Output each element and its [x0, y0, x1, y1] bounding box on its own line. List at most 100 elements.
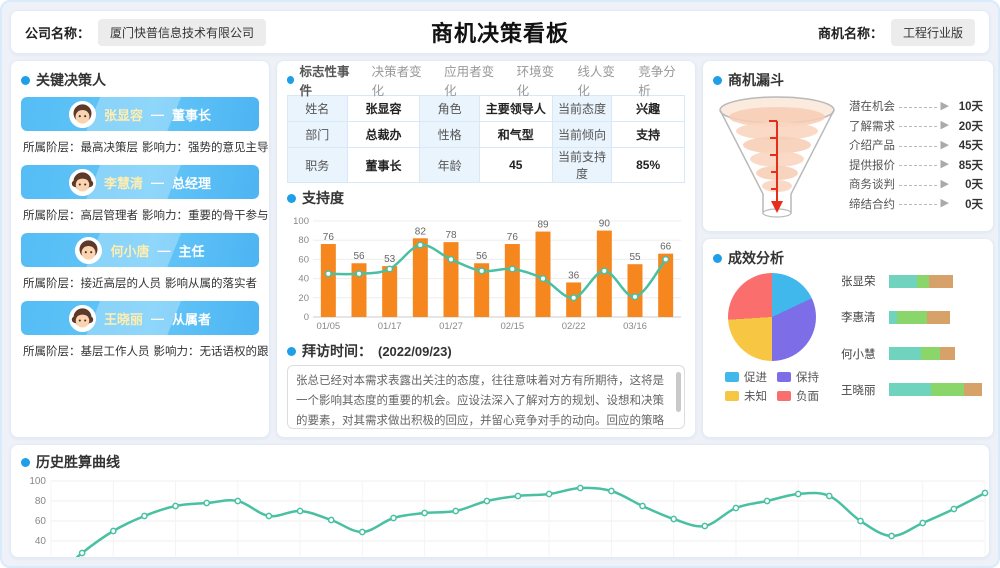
person-role: 董事长: [172, 107, 212, 123]
person-name: 张显容: [103, 107, 143, 123]
bullet-icon: [713, 253, 722, 263]
page-title: 商机决策看板: [430, 21, 569, 46]
bar-segment: [939, 347, 955, 361]
effect-content: 促进 保持 未知 负面 张显荣 李惠清 何小慧 王晓丽: [713, 271, 983, 404]
stage-days: 85天: [958, 159, 983, 172]
table-value-cell: 总裁办: [346, 121, 421, 148]
person-influence: 影响从属的落实者: [165, 278, 257, 290]
table-label-cell: 部门: [287, 121, 348, 148]
bar-segment: [917, 274, 930, 288]
tab-label: 环境变化: [516, 65, 555, 98]
person-role: 总经理: [172, 175, 212, 191]
legend-swatch: [725, 372, 739, 382]
legend-label: 未知: [744, 391, 767, 403]
person-name: 何小唐: [110, 243, 150, 259]
table-value-cell: 和气型: [478, 121, 553, 148]
legend-swatch: [777, 372, 791, 382]
person-card: 李慧清 — 总经理 所属阶层：高层管理者 影响力：重要的骨干参与者: [21, 165, 269, 227]
person-effect-bar[interactable]: [889, 310, 983, 324]
arrow-right-icon: ▶: [940, 99, 949, 112]
legend-item[interactable]: 促进: [725, 369, 767, 385]
bar-segment: [929, 274, 953, 288]
tab-2[interactable]: 决策者变化: [372, 61, 430, 99]
key-decision-makers-panel: 关键决策人 张显容 — 董事长 所属阶层：最高决策层 影响力：强势的意见主导者 李慧清 — 总…: [10, 60, 270, 438]
svg-text:01/17: 01/17: [378, 321, 402, 332]
svg-text:80: 80: [35, 496, 47, 507]
legend-item[interactable]: 负面: [777, 388, 819, 404]
table-label-cell: 角色: [419, 95, 480, 122]
svg-text:66: 66: [660, 242, 672, 253]
stage-days: 20天: [958, 120, 983, 133]
bar-segment: [926, 310, 951, 324]
bar-segment: [964, 383, 983, 397]
funnel-stage-row: 了解需求 ▶ 20天: [849, 117, 983, 135]
person-banner[interactable]: 张显容 — 董事长: [21, 97, 259, 131]
table-value-cell: 85%: [611, 147, 685, 183]
person-avatar-icon: [68, 168, 96, 196]
pie-legend: 促进 保持 未知 负面: [725, 369, 819, 404]
tab-1[interactable]: 标志性事件: [287, 61, 358, 99]
person-influence: 影响力：强势的意见主导者: [142, 142, 270, 154]
bullet-icon: [21, 75, 30, 85]
effect-title: 成效分析: [713, 247, 983, 269]
person-role: 从属者: [172, 311, 212, 327]
stage-label: 缔结合约: [849, 198, 895, 211]
arrow-right-icon: ▶: [940, 138, 949, 151]
person-tier: 所属阶层：最高决策层: [23, 142, 138, 154]
table-label-cell: 姓名: [287, 95, 348, 122]
tab-3[interactable]: 应用者变化: [444, 61, 502, 99]
legend-item[interactable]: 保持: [777, 369, 819, 385]
table-value-cell: 主要领导人: [478, 95, 553, 122]
svg-text:40: 40: [35, 536, 47, 547]
tab-label: 应用者变化: [444, 65, 495, 98]
arrow-right-icon: ▶: [940, 197, 949, 210]
person-banner[interactable]: 李慧清 — 总经理: [21, 165, 259, 199]
stage-dashed-line: [899, 126, 937, 128]
bar-segment: [896, 310, 927, 324]
scrollbar-thumb[interactable]: [676, 372, 681, 412]
tab-5[interactable]: 线人变化: [577, 61, 624, 99]
stage-dashed-line: [899, 145, 937, 147]
person-card: 张显容 — 董事长所属阶层：最高决策层 影响力：强势的意见主导者: [21, 97, 269, 159]
funnel-stage-row: 商务谈判 ▶ 0天: [849, 175, 983, 193]
person-effect-bar[interactable]: [889, 274, 983, 288]
visit-time-title: 拜访时间： (2022/09/23): [287, 340, 685, 362]
person-effect-bar[interactable]: [889, 383, 983, 397]
active-tab-dot-icon: [287, 76, 295, 84]
svg-text:100: 100: [293, 216, 309, 227]
bullet-icon: [21, 457, 30, 467]
tab-4[interactable]: 环境变化: [517, 61, 564, 99]
person-info-table: 姓名 张显容 角色 主要领导人 当前态度 兴趣 部门 总裁办 性格 和气型 当前倾向 支持 职务 董事长年…: [287, 95, 685, 183]
funnel-content: 潜在机会 ▶ 10天 了解需求 ▶ 20天 介绍产品 ▶ 45天 提供报价 ▶ 85天 商务谈判 ▶ 0天缔…: [713, 93, 983, 219]
bar-segment: [889, 274, 918, 288]
tab-6[interactable]: 竞争分析: [638, 61, 685, 99]
tab-label: 决策者变化: [371, 65, 422, 98]
person-banner[interactable]: 何小唐 — 主任: [21, 233, 259, 267]
opportunity-label: 商机名称：: [817, 25, 883, 41]
funnel-title-text: 商机漏斗: [728, 72, 784, 88]
table-label-cell: 性格: [419, 121, 480, 148]
opportunity-group: 商机名称： 工程行业版: [675, 18, 975, 46]
svg-text:82: 82: [415, 226, 427, 237]
stage-label: 提供报价: [849, 159, 895, 172]
person-banner[interactable]: 王晓丽 — 从属者: [21, 301, 259, 335]
person-name: 王晓丽: [103, 311, 143, 327]
person-effect-bar[interactable]: [889, 347, 983, 361]
funnel-title: 商机漏斗: [713, 69, 983, 91]
person-dash: —: [151, 310, 164, 326]
visit-time-date: (2022/09/23): [378, 343, 452, 359]
opportunity-name-button[interactable]: 工程行业版: [890, 18, 975, 46]
svg-text:03/16: 03/16: [623, 321, 647, 332]
legend-item[interactable]: 未知: [725, 388, 767, 404]
main-row: 关键决策人 张显容 — 董事长 所属阶层：最高决策层 影响力：强势的意见主导者 李慧清 — 总…: [10, 60, 994, 438]
stage-days: 0天: [965, 198, 983, 211]
person-name: 李慧清: [103, 175, 143, 191]
history-curve-panel: 历史胜算曲线 02040608010001/0501/0701/0901/110…: [10, 444, 990, 558]
effect-pie-chart[interactable]: [728, 273, 816, 361]
company-name-button[interactable]: 厦门快普信息技术有限公司: [98, 18, 267, 46]
funnel-stage-row: 缔结合约 ▶ 0天: [849, 195, 983, 213]
svg-text:01/05: 01/05: [316, 321, 340, 332]
header-bar: 公司名称： 厦门快普信息技术有限公司 商机决策看板 商机名称： 工程行业版: [10, 10, 990, 54]
svg-text:60: 60: [35, 516, 47, 527]
